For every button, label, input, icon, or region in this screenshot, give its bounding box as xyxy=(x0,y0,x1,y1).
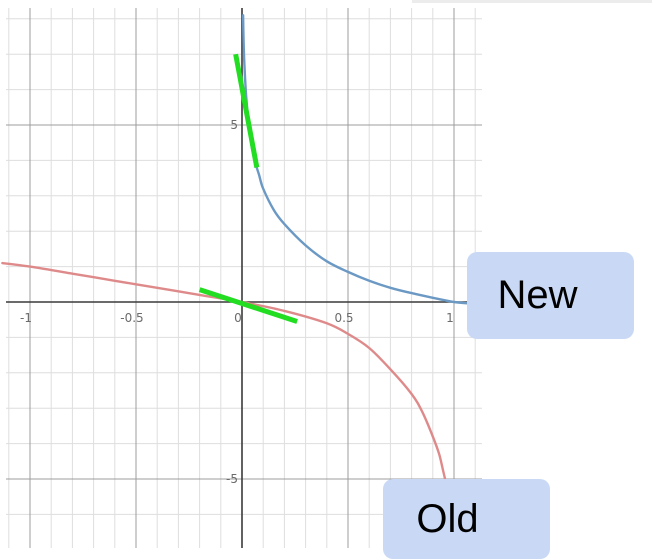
y-tick-label: 5 xyxy=(230,118,238,132)
x-tick-label: 0 xyxy=(234,311,242,325)
tangent-line-1 xyxy=(198,287,298,324)
top-divider xyxy=(412,0,652,3)
tangent-lines xyxy=(198,53,298,324)
x-tick-label: -1 xyxy=(20,311,32,325)
legend-label-old: Old xyxy=(383,479,550,559)
tick-labels: -1 -0.5 0 0.5 1 5 -5 xyxy=(20,118,454,486)
legend-label-new: New xyxy=(467,252,634,339)
x-tick-label: 1 xyxy=(446,311,454,325)
series-line-new xyxy=(241,14,477,305)
tangent-line-2 xyxy=(233,53,260,168)
series-group xyxy=(1,14,477,491)
x-tick-label: -0.5 xyxy=(120,311,143,325)
x-tick-label: 0.5 xyxy=(334,311,353,325)
y-tick-label: -5 xyxy=(226,472,238,486)
series-line-old xyxy=(1,261,449,491)
